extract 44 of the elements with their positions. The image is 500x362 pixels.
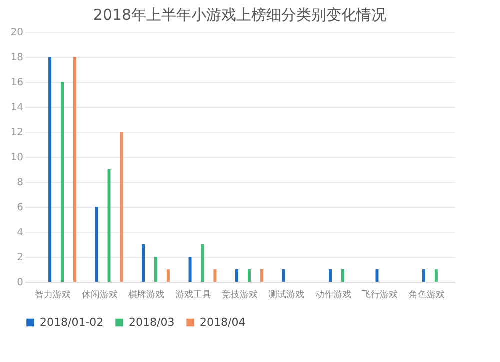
bar — [434, 270, 438, 282]
bar — [201, 244, 204, 282]
bar — [166, 270, 170, 282]
y-tick-label: 2 — [17, 252, 24, 264]
x-tick-label: 竞技游戏 — [222, 290, 258, 300]
x-tick-label: 棋牌游戏 — [128, 290, 165, 300]
x-tick-label: 角色游戏 — [408, 290, 445, 300]
x-tick-label: 游戏工具 — [175, 290, 212, 300]
bar — [48, 57, 52, 282]
bar — [376, 270, 379, 282]
bar — [422, 270, 426, 282]
y-tick-label: 18 — [10, 52, 24, 64]
bar — [214, 270, 217, 282]
y-tick-label: 4 — [17, 228, 24, 238]
y-tick-label: 16 — [10, 78, 24, 88]
bar — [260, 270, 264, 282]
chart-title: 2018年上半年小游戏上榜细分类别变化情况 — [93, 6, 387, 24]
y-tick-label: 12 — [10, 128, 24, 138]
y-tick-label: 14 — [10, 102, 24, 114]
bar — [328, 270, 332, 282]
bar — [108, 170, 111, 282]
x-tick-label: 测试游戏 — [268, 290, 305, 300]
legend-label: 2018/01-02 — [40, 316, 104, 329]
legend-label: 2018/03 — [129, 316, 175, 329]
bar — [61, 82, 64, 282]
bar — [188, 257, 192, 282]
bar — [120, 132, 124, 282]
bar — [236, 270, 239, 282]
bar — [73, 57, 76, 282]
y-tick-label: 0 — [17, 278, 24, 288]
bar — [341, 270, 344, 282]
bar — [248, 270, 251, 282]
x-tick-label: 动作游戏 — [315, 290, 352, 300]
x-tick-label: 休闲游戏 — [82, 290, 118, 300]
y-tick-label: 8 — [17, 178, 24, 188]
x-tick-label: 智力游戏 — [35, 290, 72, 300]
legend-label: 2018/04 — [200, 316, 246, 329]
bar — [95, 207, 98, 282]
y-tick-label: 6 — [17, 202, 24, 214]
x-tick-label: 飞行游戏 — [362, 290, 398, 300]
bar — [154, 257, 158, 282]
y-tick-label: 10 — [10, 152, 24, 164]
bar — [142, 244, 146, 282]
y-tick-label: 20 — [10, 28, 24, 38]
